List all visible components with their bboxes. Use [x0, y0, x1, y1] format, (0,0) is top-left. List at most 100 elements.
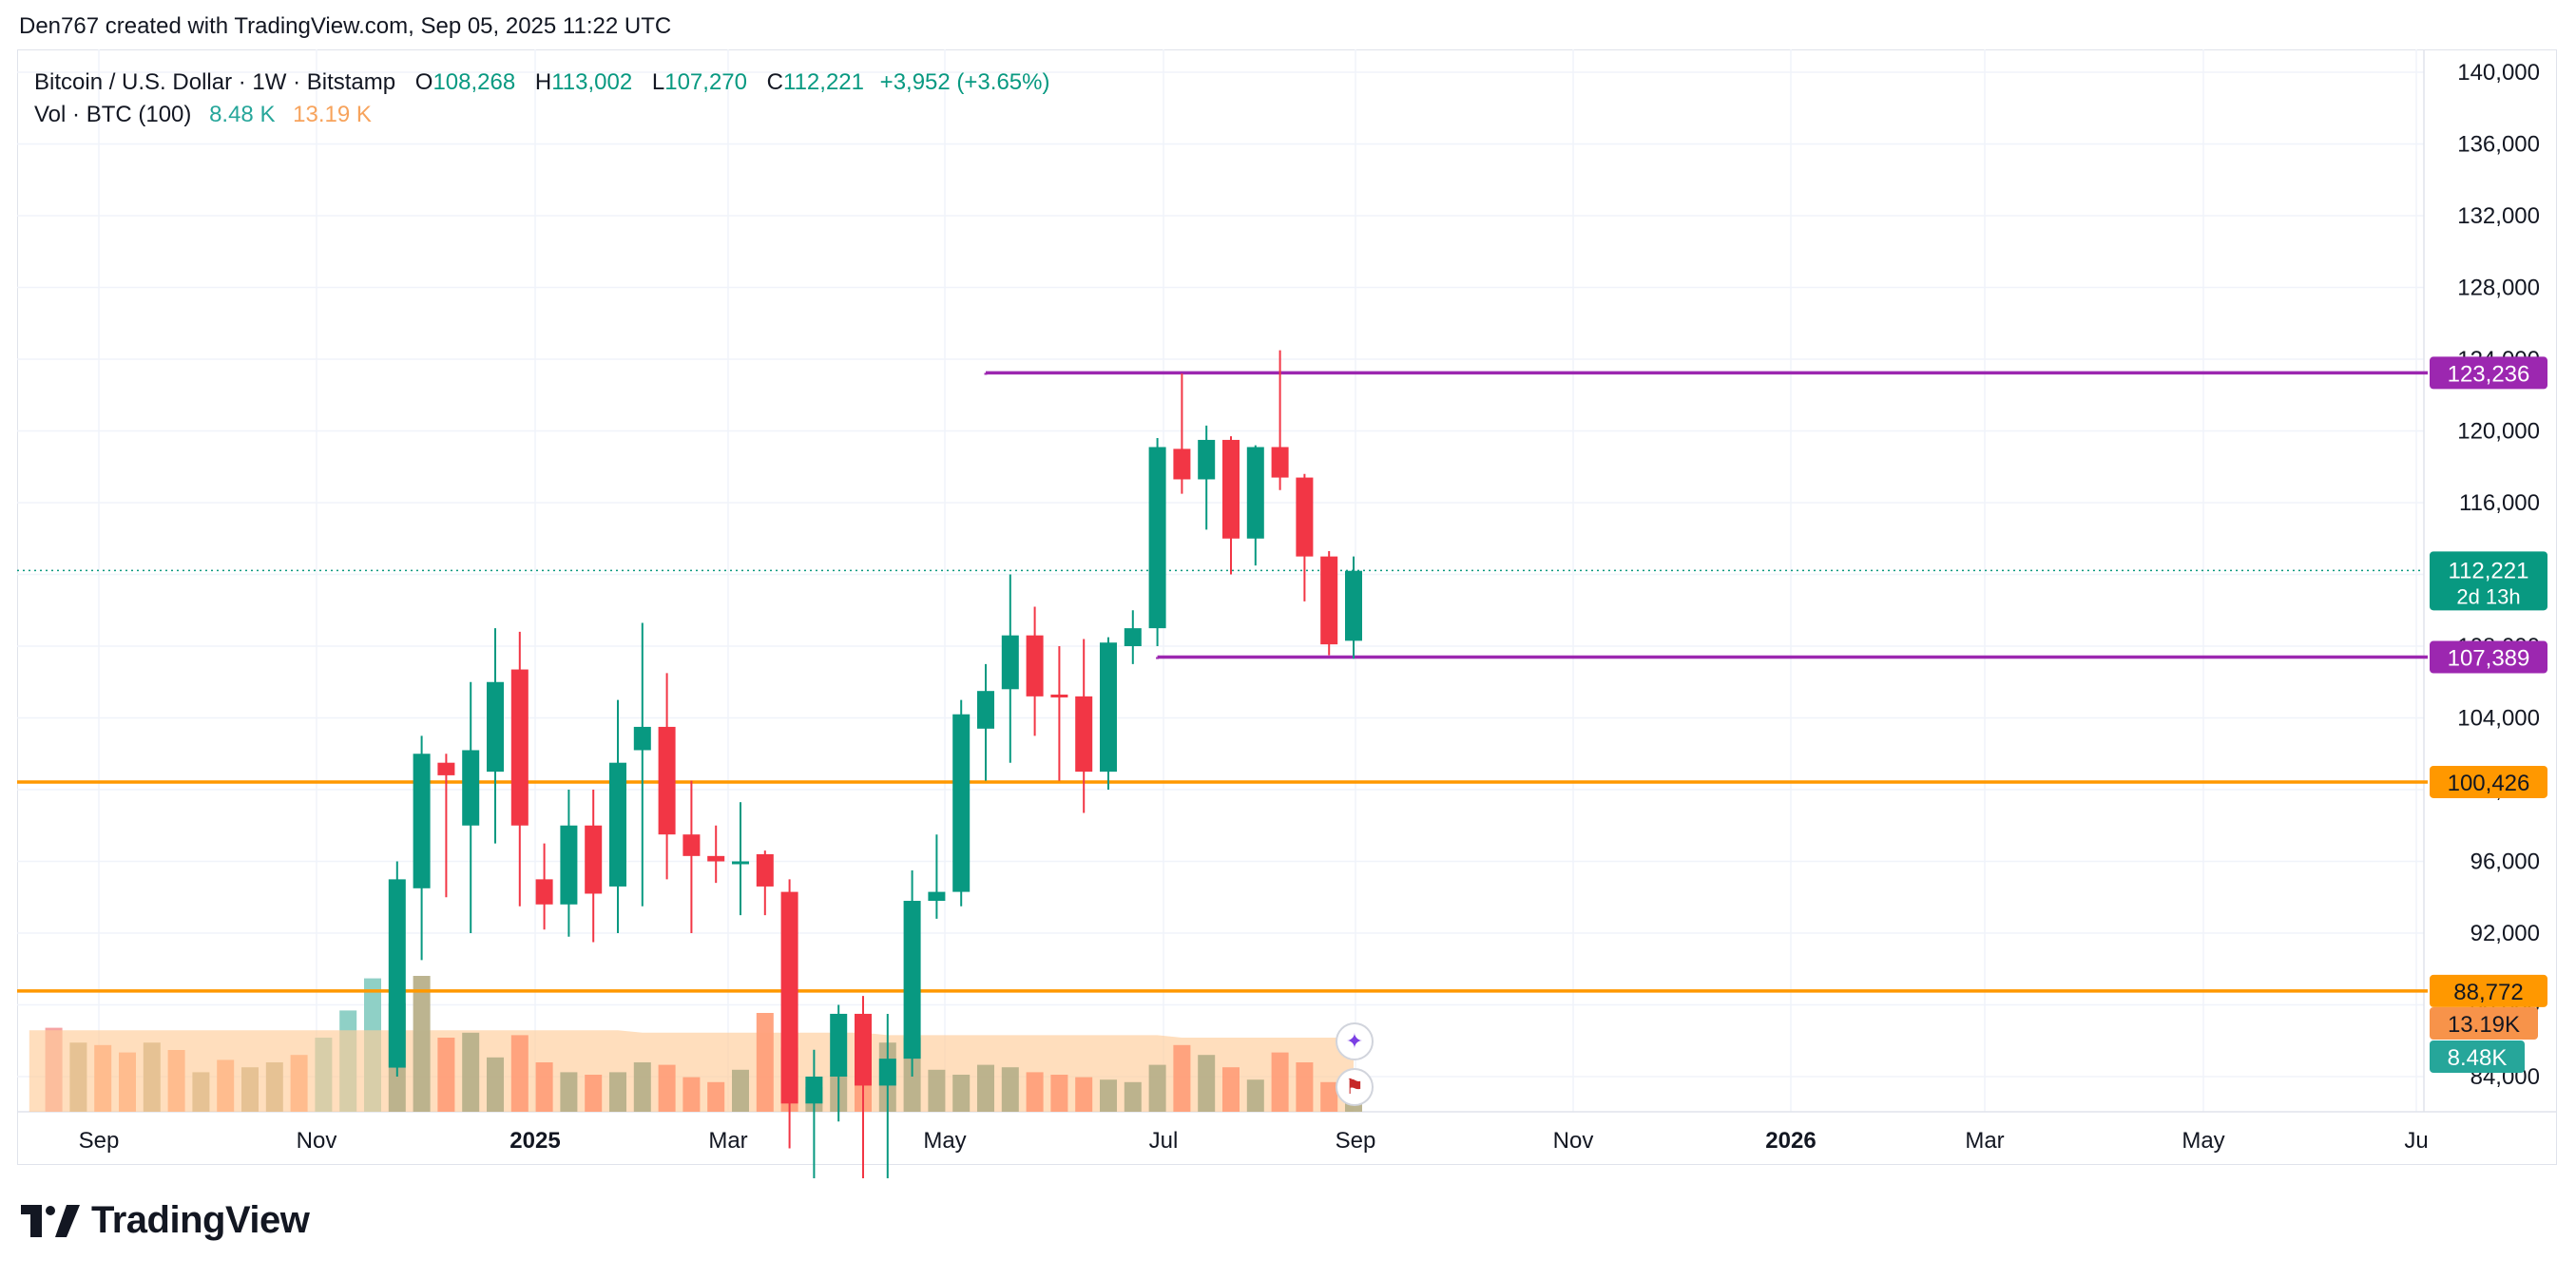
volume-label: Vol · BTC (100) [34, 102, 192, 127]
symbol-title: Bitcoin / U.S. Dollar · 1W · Bitstamp [34, 69, 396, 95]
volume-bar [413, 976, 431, 1112]
candle-body [510, 669, 529, 826]
tradingview-logo-icon [21, 1204, 80, 1237]
level-badge-label: 88,772 [2453, 980, 2523, 1005]
volume-bar [1100, 1079, 1117, 1112]
level-badge-label: 107,389 [2448, 646, 2530, 672]
volume-bar [1296, 1062, 1314, 1112]
candle-body [1173, 449, 1191, 480]
level-badge [2430, 765, 2547, 798]
x-tick-label: 2026 [1765, 1128, 1816, 1154]
volume-bar [1320, 1081, 1338, 1112]
chart-legend: Bitcoin / U.S. Dollar · 1W · Bitstamp O1… [34, 67, 1049, 131]
open-value: 108,268 [433, 69, 516, 95]
candle-body [585, 825, 603, 894]
level-badge-label: 123,236 [2448, 361, 2530, 387]
candle-body [609, 762, 626, 887]
candle-body [732, 861, 749, 865]
volume-bar [732, 1069, 749, 1112]
volume-bar [1198, 1055, 1216, 1112]
x-tick-label: Nov [1553, 1128, 1594, 1154]
x-tick-label: Sep [79, 1128, 120, 1154]
tradingview-wordmark: TradingView [91, 1199, 310, 1241]
candle-body [1246, 447, 1264, 539]
volume-current-badge [2430, 1040, 2525, 1073]
volume-bar [928, 1069, 946, 1112]
chart-credit: Den767 created with TradingView.com, Sep… [19, 13, 672, 39]
candle-body [1320, 556, 1338, 645]
tradingview-brand[interactable]: TradingView [21, 1199, 310, 1242]
volume-ma-badge [2430, 1007, 2538, 1040]
volume-bar [535, 1062, 553, 1112]
high-label: H [534, 69, 552, 95]
volume-bar [510, 1035, 529, 1112]
x-tick-label: 2025 [509, 1128, 560, 1154]
level-badge-label: 100,426 [2448, 771, 2530, 796]
y-tick-label: 92,000 [2470, 921, 2540, 946]
candle-body [952, 714, 971, 892]
volume-bar [682, 1077, 701, 1112]
sparkle-icon[interactable]: ✦ [1336, 1022, 1374, 1060]
candle-body [1296, 477, 1314, 557]
candle-body [1271, 447, 1289, 478]
x-tick-label: Jul [1149, 1128, 1179, 1154]
level-badge [2430, 640, 2547, 674]
x-tick-label: May [923, 1128, 966, 1154]
volume-bar [585, 1075, 603, 1112]
us-flag-icon[interactable]: ⚑ [1336, 1068, 1374, 1106]
candle-body [830, 1013, 848, 1077]
y-tick-label: 120,000 [2457, 419, 2540, 445]
candle-body [1001, 635, 1019, 690]
candle-body [413, 754, 431, 888]
volume-ma-badge-label: 13.19K [2448, 1012, 2520, 1038]
candle-body [1345, 570, 1362, 641]
volume-bar [1222, 1067, 1240, 1112]
candle-body [780, 891, 798, 1104]
candle-body [756, 853, 774, 887]
price-chart[interactable]: 140,000136,000132,000128,000124,000120,0… [0, 0, 2576, 1178]
candle-body [855, 1013, 872, 1086]
candle-body [707, 855, 725, 862]
candle-body [1075, 696, 1093, 773]
y-tick-label: 140,000 [2457, 60, 2540, 86]
y-tick-label: 136,000 [2457, 132, 2540, 158]
candle-body [1198, 439, 1216, 480]
volume-bar [609, 1072, 626, 1112]
volume-bar [1173, 1044, 1191, 1112]
volume-bar [1050, 1075, 1068, 1112]
volume-bar [1075, 1077, 1093, 1112]
x-tick-label: Mar [1965, 1128, 2004, 1154]
open-label: O [414, 69, 433, 95]
volume-ma-value: 13.19 K [293, 102, 372, 127]
x-tick-label: Mar [708, 1128, 747, 1154]
volume-value: 8.48 K [209, 102, 276, 127]
candle-body [1222, 439, 1240, 539]
volume-bar [756, 1013, 774, 1112]
candle-body [1124, 628, 1142, 646]
x-tick-label: Nov [297, 1128, 337, 1154]
last-price-badge [2430, 551, 2547, 611]
candle-layer [388, 350, 1362, 1178]
countdown-label: 2d 13h [2456, 584, 2520, 608]
candle-body [1148, 447, 1166, 629]
candle-body [1050, 694, 1068, 697]
candle-body [1100, 642, 1117, 773]
candle-body [560, 825, 578, 905]
volume-bar [1001, 1067, 1019, 1112]
volume-current-badge-label: 8.48K [2448, 1045, 2508, 1071]
y-tick-label: 104,000 [2457, 706, 2540, 732]
close-label: C [766, 69, 784, 95]
volume-bar [1271, 1052, 1289, 1112]
change-value: +3,952 (+3.65%) [879, 69, 1050, 95]
volume-bar [633, 1062, 651, 1112]
chart-frame [17, 49, 2557, 1165]
candle-body [487, 681, 504, 773]
candle-body [388, 879, 406, 1068]
legend-row-ohlc: Bitcoin / U.S. Dollar · 1W · Bitstamp O1… [34, 67, 1049, 99]
candle-body [437, 762, 455, 775]
volume-bar [487, 1057, 504, 1112]
candle-body [928, 891, 946, 902]
y-tick-label: 132,000 [2457, 203, 2540, 229]
candle-body [658, 726, 676, 835]
